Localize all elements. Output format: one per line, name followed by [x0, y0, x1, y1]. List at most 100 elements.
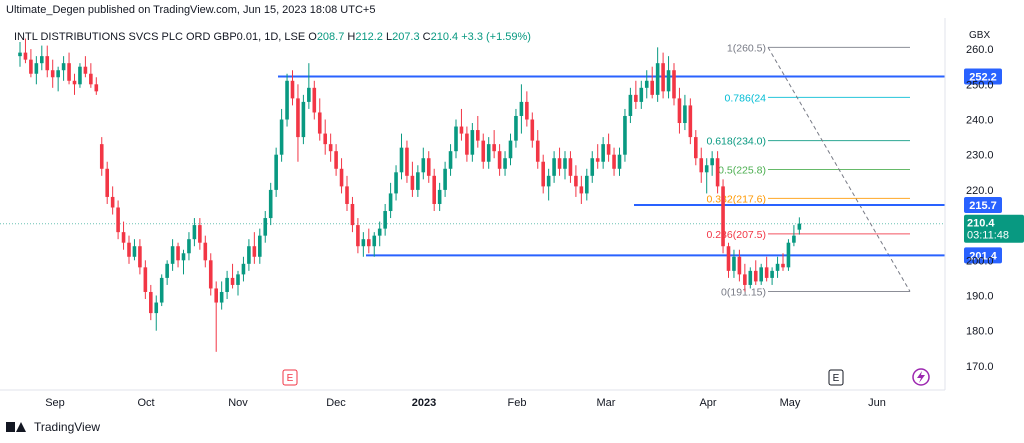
candle-body — [759, 267, 763, 282]
candle-body — [345, 186, 349, 204]
candle-body — [367, 239, 371, 247]
time-tick-label: 2023 — [412, 397, 436, 409]
candle-body — [688, 105, 693, 138]
price-tick-label: 230.0 — [966, 150, 994, 162]
candle-body — [530, 119, 535, 141]
candle-body — [301, 101, 306, 138]
candle-body — [296, 98, 300, 138]
candle-body — [361, 239, 366, 247]
fib-level-label: 0.382(217.6) — [706, 193, 766, 205]
candle-body — [590, 158, 595, 176]
price-level-tag — [964, 247, 1002, 264]
candle-body — [454, 126, 458, 152]
candle-body — [574, 175, 578, 187]
currency-label: GBX — [969, 30, 990, 41]
candle-body — [552, 158, 556, 176]
candle-body — [514, 115, 518, 141]
candle-body — [203, 242, 208, 261]
candle-body — [241, 263, 246, 275]
candle-body — [595, 158, 600, 162]
price-axis: 170.0180.0190.0200.0210.0220.0230.0240.0… — [944, 18, 1024, 390]
candle-body — [138, 246, 142, 268]
candle-body — [497, 151, 502, 169]
price-tick-label: 200.0 — [966, 255, 994, 267]
candle-body — [585, 175, 589, 194]
candle-body — [617, 154, 622, 169]
candle-body — [307, 87, 311, 102]
candle-body — [18, 52, 22, 57]
price-level-value: 252.2 — [969, 72, 997, 84]
fib-level-label: 0(191.15) — [721, 286, 766, 298]
fib-trend-line — [767, 47, 911, 292]
fib-level-label: 1(260.5) — [727, 42, 766, 54]
time-tick-label: Sep — [45, 397, 65, 409]
open-label: O — [308, 31, 317, 43]
candle-body — [377, 228, 382, 236]
candle-body — [655, 63, 660, 95]
candle-body — [634, 94, 638, 102]
candle-body — [481, 140, 486, 162]
candle-body — [263, 218, 268, 236]
candle-body — [650, 80, 654, 95]
candle-body — [416, 172, 420, 190]
candle-body — [459, 126, 464, 134]
candle-body — [350, 203, 355, 226]
time-tick-label: Jun — [868, 397, 886, 409]
time-tick-label: Feb — [508, 397, 527, 409]
candle-body — [83, 66, 88, 74]
candle-body — [328, 144, 333, 152]
candle-body — [628, 94, 633, 116]
candle-body — [721, 186, 725, 247]
candle-body — [50, 70, 55, 78]
candle-body — [792, 235, 796, 243]
candle-body — [99, 144, 104, 169]
time-tick-label: Dec — [326, 397, 346, 409]
candle-body — [72, 80, 77, 85]
low-value: 207.3 — [392, 31, 420, 43]
candle-body — [372, 235, 377, 247]
candle-body — [470, 130, 475, 155]
candle-body — [786, 242, 791, 268]
tradingview-footer[interactable]: TradingView — [6, 420, 100, 434]
candle-body — [579, 186, 584, 194]
candle-body — [476, 130, 480, 141]
candle-body — [503, 158, 507, 169]
low-label: L — [385, 31, 393, 43]
candle-body — [159, 277, 164, 303]
candle-body — [797, 223, 802, 230]
high-value: 212.2 — [355, 31, 383, 43]
candle-body — [541, 161, 545, 187]
price-tick-label: 240.0 — [966, 115, 994, 127]
candlestick-series — [18, 38, 802, 352]
candle-body — [181, 253, 186, 261]
candle-body — [45, 56, 50, 71]
candle-body — [535, 140, 540, 162]
candle-body — [274, 154, 278, 190]
candle-body — [198, 225, 202, 243]
candle-body — [715, 158, 720, 187]
close-label: C — [422, 31, 431, 43]
fib-level-label: 0.786(24 — [725, 92, 767, 104]
candle-body — [644, 80, 649, 88]
candle-body — [601, 144, 605, 162]
candle-body — [699, 158, 704, 173]
candle-body — [247, 246, 251, 264]
price-tick-label: 170.0 — [966, 361, 994, 373]
candle-body — [110, 196, 115, 208]
candle-body — [290, 80, 295, 99]
candle-body — [356, 225, 360, 247]
candle-body — [132, 246, 137, 257]
candle-body — [623, 115, 627, 155]
last-price-value: 210.4 — [967, 218, 995, 230]
candle-body — [388, 193, 393, 212]
candle-body — [606, 144, 611, 155]
candle-body — [661, 63, 665, 92]
candle-body — [465, 133, 469, 155]
earnings-marker — [282, 369, 298, 386]
candle-body — [317, 112, 322, 134]
candle-body — [486, 144, 491, 162]
candle-body — [437, 189, 442, 204]
